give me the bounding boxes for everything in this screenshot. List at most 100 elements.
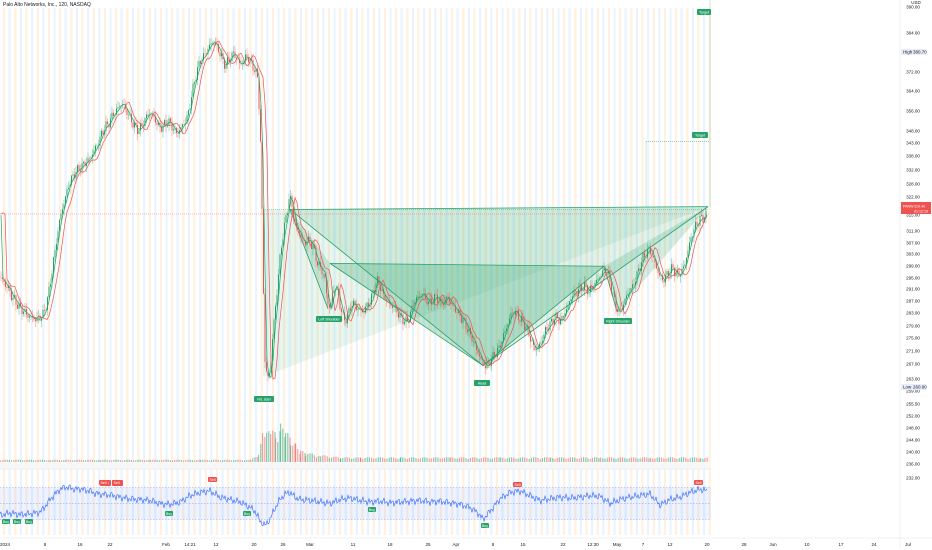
volume-bar [515,458,517,462]
volume-bar [364,458,366,462]
vertical-stripe [411,8,414,535]
vertical-stripe [260,8,263,535]
rsi-buy-tag: Buy [482,524,488,528]
volume-bar [8,459,10,462]
candle-body [3,278,5,282]
candle-body [318,262,320,266]
volume-bar [124,459,126,462]
volume-bar [167,459,169,462]
candle-body [639,268,641,272]
candle-body [585,282,587,286]
candle-body [372,290,374,294]
candle-body [53,257,54,274]
candle-body [530,336,531,342]
volume-bar [353,458,355,462]
candle-body [42,309,44,319]
volume-bar [569,457,571,462]
pattern-line [289,206,709,210]
volume-bar [594,457,596,462]
candle-body [269,373,270,376]
vertical-stripe [406,8,409,535]
time-tick-label: 20 [251,542,257,547]
volume-bar [172,460,174,462]
candle-body [374,290,375,293]
right-shoulder-area [604,206,708,312]
candle-body [231,52,233,61]
volume-bar [619,457,621,462]
volume-bar [680,457,682,462]
volume-bar [530,457,532,462]
candle-body [635,281,636,286]
vertical-stripe [19,8,22,535]
volume-bar [456,458,458,462]
volume-bar [226,459,228,462]
price-tick-label: 283.00 [906,311,920,316]
candle-body [12,297,14,301]
volume-bar [441,458,443,462]
start-label-bg [254,396,274,402]
candle-body [243,60,245,64]
pattern-line [329,262,605,267]
candle-body [618,308,620,312]
volume-bar [377,457,379,462]
candle-body [57,231,59,245]
volume-bar [244,460,246,462]
candle-body [14,295,15,298]
volume-bar [563,457,565,462]
candle-body [287,213,288,216]
rsi-sell-tag: Sell [696,481,702,485]
volume-bar [275,438,277,462]
candle-body [686,257,687,265]
vertical-stripe [137,8,140,535]
vertical-stripe [652,8,655,535]
vertical-stripe [25,8,28,535]
price-tick-label: 338.00 [906,154,920,159]
candle-body [674,268,675,277]
candle-body [518,311,519,320]
volume-bar [15,459,17,462]
ma-slow-line [0,40,708,380]
target-lower-tag: Target [695,133,705,137]
candle-body [117,107,119,109]
volume-bar [658,457,660,462]
volume-bar [152,459,154,462]
vertical-stripe [563,8,566,535]
volume-bar [522,457,524,462]
time-axis[interactable]: 2024 8 16 22 Feb 14:21 12 20 26 Mar 11 18 25 Apr 8 15 22… [0,537,932,547]
volume-bar [622,457,624,462]
candle-body [524,321,525,331]
candle-body [465,317,467,330]
vertical-stripe [316,8,319,535]
candle-body [663,280,665,283]
candle-body [50,284,51,287]
candle-body [633,284,635,286]
volume-bar [667,457,669,462]
vertical-stripe [182,8,185,535]
vertical-stripe [165,8,168,535]
left-wing-area [290,206,708,366]
volume-bar [222,460,224,462]
rsi-buy-tag-bg [243,511,251,516]
volume-bar [13,460,15,462]
volume-bar [678,457,680,462]
volume-bar [313,455,315,462]
candle-body [81,163,83,172]
candle-body [699,216,701,226]
volume-bar [290,445,292,462]
vertical-stripe [445,8,448,535]
volume-bar [685,457,687,462]
candle-body [411,305,413,312]
candle-body [245,54,246,61]
volume-bar [85,460,87,462]
volume-bar [613,458,615,462]
volume-bar [351,458,353,462]
candle-body [474,341,476,344]
candle-body [324,274,326,278]
volume-bar [489,458,491,462]
volume-bar [307,453,309,462]
candle-body [210,43,212,45]
vertical-stripe [658,8,661,535]
volume-bar [80,459,82,462]
